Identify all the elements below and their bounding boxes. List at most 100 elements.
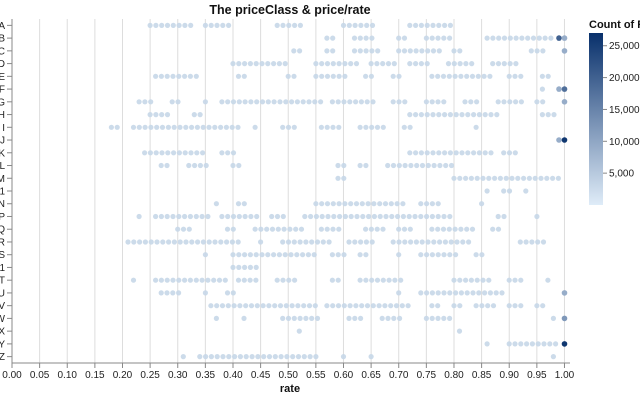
data-point bbox=[447, 290, 453, 296]
data-point bbox=[429, 252, 435, 258]
data-point bbox=[171, 239, 177, 245]
data-point bbox=[225, 150, 231, 156]
data-point bbox=[442, 239, 448, 245]
data-point bbox=[464, 73, 470, 79]
data-point bbox=[197, 354, 203, 360]
data-point bbox=[352, 22, 358, 28]
y-tick-label: A bbox=[0, 21, 5, 32]
data-point bbox=[286, 277, 292, 283]
data-point bbox=[528, 48, 534, 54]
data-point bbox=[261, 354, 267, 360]
data-point bbox=[513, 99, 519, 105]
x-axis: 0.00 0.05 0.10 0.15 0.20 0.25 0.30 0.35 0.40 0.45… bbox=[2, 362, 575, 381]
y-tick-label: Q bbox=[0, 225, 5, 236]
data-point bbox=[213, 315, 219, 321]
data-point bbox=[474, 175, 480, 181]
data-point bbox=[230, 252, 236, 258]
data-point bbox=[447, 35, 453, 41]
data-point bbox=[507, 61, 513, 67]
data-point bbox=[253, 61, 259, 67]
data-point bbox=[451, 277, 457, 283]
data-point bbox=[274, 277, 280, 283]
data-point bbox=[462, 99, 468, 105]
data-point bbox=[247, 252, 253, 258]
data-point bbox=[354, 213, 360, 220]
data-point bbox=[512, 277, 518, 283]
data-point bbox=[225, 303, 231, 309]
data-point-highlight bbox=[561, 341, 568, 347]
data-point bbox=[495, 213, 501, 220]
data-point bbox=[346, 315, 352, 321]
data-point bbox=[277, 99, 283, 105]
data-point bbox=[441, 35, 447, 41]
data-point bbox=[419, 48, 425, 54]
data-point bbox=[306, 99, 312, 105]
data-point bbox=[186, 226, 192, 232]
y-tick-label: X bbox=[0, 327, 5, 338]
data-point bbox=[320, 239, 326, 245]
data-point bbox=[324, 48, 330, 54]
data-point bbox=[202, 252, 208, 258]
data-point bbox=[295, 303, 301, 309]
data-point bbox=[224, 239, 230, 245]
data-point bbox=[265, 99, 271, 105]
data-point bbox=[406, 213, 412, 220]
data-point bbox=[453, 112, 459, 118]
y-tick-label: K bbox=[0, 148, 5, 159]
y-tick-label: M bbox=[0, 174, 5, 185]
data-point bbox=[309, 239, 315, 245]
data-point bbox=[407, 61, 413, 67]
data-point bbox=[237, 354, 243, 360]
data-point bbox=[495, 99, 501, 105]
data-point bbox=[369, 35, 375, 41]
data-point bbox=[529, 341, 536, 347]
data-point bbox=[296, 328, 302, 334]
data-point bbox=[429, 73, 435, 79]
data-point bbox=[330, 124, 336, 130]
data-point bbox=[363, 73, 369, 79]
data-point bbox=[203, 162, 209, 169]
data-point bbox=[325, 213, 331, 220]
data-point bbox=[295, 354, 302, 360]
data-point bbox=[264, 226, 270, 232]
data-point bbox=[318, 124, 324, 130]
data-point bbox=[353, 303, 359, 309]
data-point bbox=[192, 162, 198, 169]
data-point bbox=[418, 252, 424, 258]
data-point bbox=[512, 150, 518, 156]
data-point bbox=[379, 315, 385, 321]
data-point bbox=[553, 341, 559, 347]
data-point bbox=[351, 48, 358, 54]
data-point bbox=[284, 354, 290, 360]
data-point bbox=[341, 303, 347, 309]
data-point bbox=[414, 162, 420, 169]
data-point bbox=[199, 213, 205, 220]
data-point bbox=[418, 213, 424, 220]
data-point bbox=[442, 112, 448, 118]
data-point bbox=[242, 61, 248, 67]
data-point bbox=[346, 22, 352, 28]
data-point bbox=[342, 61, 348, 67]
data-point bbox=[176, 213, 182, 220]
data-point bbox=[206, 124, 212, 130]
data-point bbox=[547, 341, 553, 347]
data-point bbox=[277, 303, 284, 309]
data-point bbox=[488, 112, 494, 118]
data-point bbox=[312, 303, 318, 309]
data-point bbox=[136, 99, 142, 105]
data-point bbox=[160, 239, 166, 245]
data-point bbox=[241, 277, 247, 283]
data-point bbox=[176, 290, 182, 296]
data-point bbox=[391, 61, 397, 67]
data-point bbox=[293, 226, 299, 232]
data-point bbox=[490, 226, 496, 232]
data-point bbox=[430, 48, 437, 54]
data-point bbox=[363, 124, 369, 130]
data-point bbox=[429, 303, 435, 309]
data-point bbox=[518, 99, 525, 105]
data-point bbox=[309, 315, 315, 321]
data-point bbox=[368, 73, 374, 79]
data-point bbox=[380, 61, 386, 67]
data-point bbox=[259, 252, 265, 258]
